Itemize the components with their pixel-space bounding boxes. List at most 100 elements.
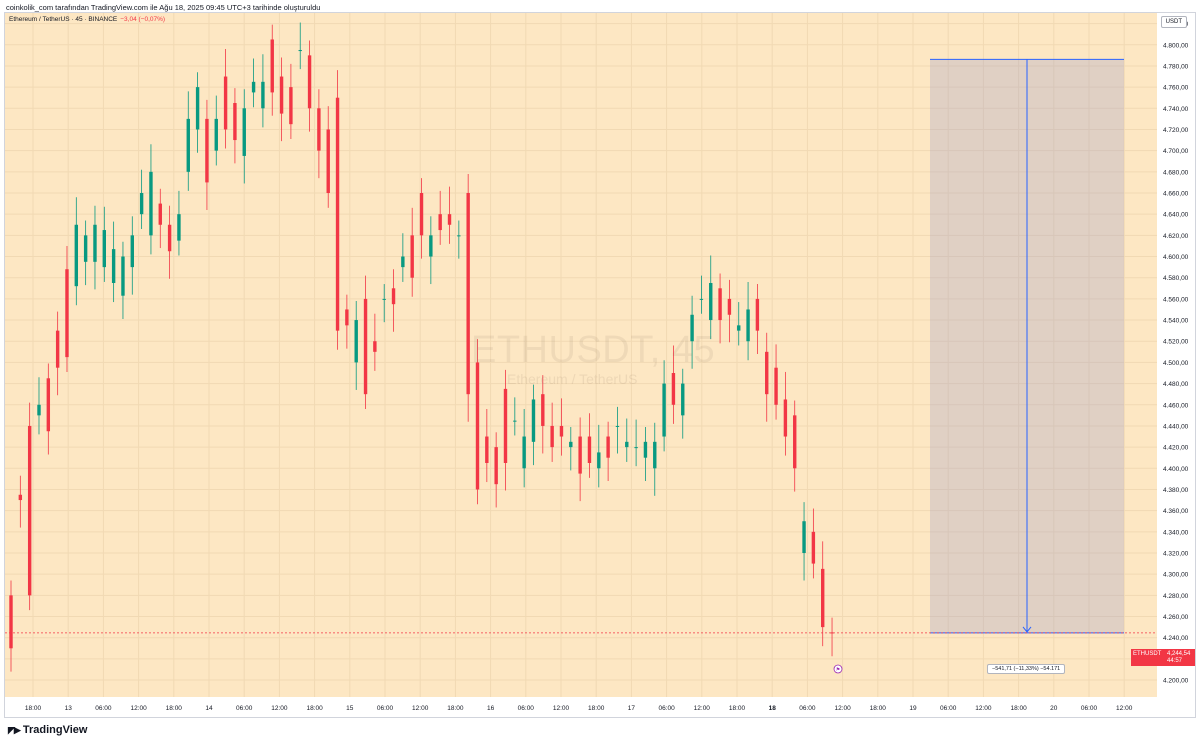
y-tick-label: 4.300,00 [1163, 572, 1189, 579]
y-tick-label: 4.520,00 [1163, 339, 1189, 346]
y-tick-label: 4.580,00 [1163, 275, 1189, 282]
y-tick-label: 4.560,00 [1163, 296, 1189, 303]
event-marker-glyph: ⚑ [836, 667, 840, 673]
candle-body [755, 298, 760, 331]
x-tick-label: 14 [205, 705, 213, 712]
candle-body [653, 441, 657, 469]
x-tick-label: 18:00 [306, 705, 323, 712]
candle-body [513, 420, 517, 422]
candle-body [793, 415, 797, 469]
candle-body [783, 399, 788, 437]
y-tick-label: 4.280,00 [1163, 593, 1189, 600]
y-tick-label: 4.380,00 [1163, 487, 1189, 494]
candle-body [681, 383, 685, 416]
candle-body [737, 325, 741, 331]
x-tick-label: 18:00 [25, 705, 42, 712]
candle-body [559, 425, 564, 437]
x-tick-label: 19 [909, 705, 917, 712]
tradingview-brand[interactable]: ◤▶ TradingView [8, 724, 87, 736]
candle-body [391, 288, 396, 305]
candle-body [261, 81, 265, 109]
x-tick-label: 12:00 [1116, 705, 1133, 712]
candle-body [438, 214, 442, 231]
candle-body [373, 341, 377, 352]
x-tick-label: 06:00 [377, 705, 394, 712]
candle-body [643, 441, 648, 458]
candle-body [606, 436, 610, 458]
candle-body [410, 235, 414, 278]
brand-name: TradingView [22, 724, 88, 736]
chart-caption: coinkolik_com tarafından TradingView.com… [6, 3, 321, 12]
x-tick-label: 06:00 [658, 705, 675, 712]
x-tick-label: 12:00 [694, 705, 711, 712]
chart-frame[interactable]: 4.200,004.220,004.240,004.260,004.280,00… [4, 12, 1196, 718]
candle-body [345, 309, 349, 326]
candle-body [615, 425, 620, 427]
x-tick-label: 18:00 [588, 705, 605, 712]
candle-body [550, 425, 554, 448]
y-tick-label: 4.800,00 [1163, 42, 1189, 49]
y-tick-label: 4.720,00 [1163, 127, 1189, 134]
x-tick-label: 17 [628, 705, 636, 712]
candle-body [699, 298, 704, 300]
x-tick-label: 06:00 [236, 705, 253, 712]
candle-body [279, 76, 284, 114]
x-tick-label: 18:00 [729, 705, 746, 712]
last-price-tag: ETHUSDT 4,244,54 44:57 [1131, 649, 1195, 666]
candle-body [251, 81, 256, 93]
candle-body [195, 87, 200, 130]
candle-body [587, 436, 592, 463]
candle-body [709, 283, 713, 321]
candle-body [335, 97, 340, 331]
y-tick-label: 4.260,00 [1163, 614, 1189, 621]
legend-symbol: Ethereum / TetherUS · 45 · BINANCE [9, 16, 118, 23]
price-tag-value: 4,244,54 [1167, 651, 1191, 657]
x-tick-label: 06:00 [799, 705, 816, 712]
candle-body [671, 373, 676, 405]
legend-change: −3,04 (−0,07%) [120, 16, 166, 23]
x-tick-label: 06:00 [518, 705, 535, 712]
x-tick-label: 12:00 [130, 705, 147, 712]
y-tick-label: 4.680,00 [1163, 169, 1189, 176]
watermark-description: Ethereum / TetherUS [507, 371, 638, 387]
candle-body [718, 288, 722, 321]
currency-unit-button[interactable]: USDT [1160, 16, 1187, 28]
x-tick-label: 18:00 [1010, 705, 1027, 712]
x-tick-label: 12:00 [271, 705, 288, 712]
candle-body [139, 193, 144, 215]
price-chart[interactable]: 4.200,004.220,004.240,004.260,004.280,00… [5, 13, 1196, 718]
candle-body [111, 249, 116, 283]
candle-body [326, 129, 330, 193]
candle-body [149, 171, 153, 236]
candle-body [531, 399, 536, 442]
candle-body [9, 595, 13, 649]
candle-body [270, 39, 274, 93]
symbol-legend[interactable]: Ethereum / TetherUS · 45 · BINANCE −3,04 … [9, 16, 165, 23]
candle-body [727, 298, 732, 315]
candle-body [121, 256, 125, 296]
measure-arrow-head [1022, 626, 1032, 633]
candle-body [419, 193, 424, 236]
candle-body [634, 447, 638, 449]
y-tick-label: 4.240,00 [1163, 635, 1189, 642]
x-tick-label: 06:00 [95, 705, 112, 712]
event-marker-icon [833, 664, 843, 674]
candle-body [811, 531, 816, 564]
candle-body [177, 214, 181, 241]
candle-body [746, 309, 750, 342]
candle-body [578, 436, 582, 474]
price-tag-countdown: 44:57 [1167, 658, 1183, 664]
candle-body [821, 568, 825, 628]
candle-body [485, 436, 489, 463]
y-tick-label: 4.740,00 [1163, 106, 1189, 113]
candle-body [55, 330, 60, 368]
x-tick-label: 12:00 [975, 705, 992, 712]
x-tick-label: 20 [1050, 705, 1058, 712]
candle-body [223, 76, 228, 130]
x-tick-label: 12:00 [412, 705, 429, 712]
candle-body [774, 367, 778, 405]
x-tick-label: 06:00 [940, 705, 957, 712]
y-tick-label: 4.640,00 [1163, 212, 1189, 219]
candle-body [74, 224, 79, 287]
candle-body [46, 378, 51, 432]
